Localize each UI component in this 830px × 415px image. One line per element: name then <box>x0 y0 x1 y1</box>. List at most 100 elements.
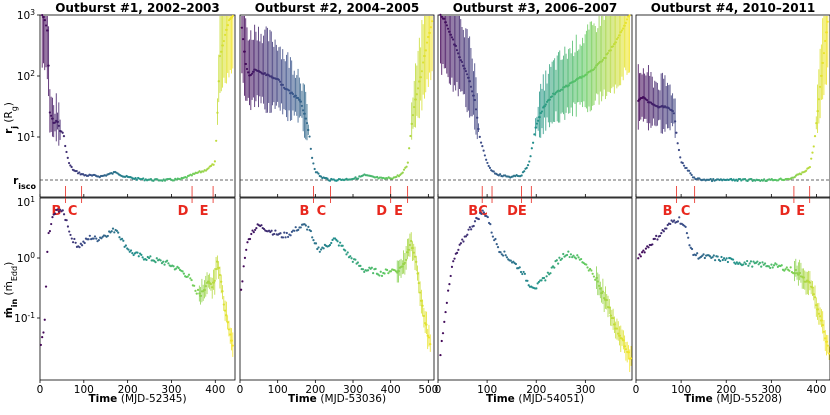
mdot-point <box>480 212 483 216</box>
mdot-point <box>574 257 578 260</box>
rj-point <box>317 172 320 175</box>
mdot-point <box>472 224 475 228</box>
x-tick-label: 500 <box>418 384 438 396</box>
mdot-point <box>73 237 76 241</box>
mdot-point <box>209 282 213 286</box>
rj-point <box>679 156 682 159</box>
rj-point <box>307 128 310 132</box>
panel-title: Outburst #4, 2010–2011 <box>651 1 816 15</box>
mdot-point <box>406 251 409 254</box>
mdot-point <box>427 336 431 339</box>
panel-title: Outburst #2, 2004–2005 <box>255 1 420 15</box>
rj-point <box>462 64 465 67</box>
mdot-point <box>281 236 285 239</box>
mdot-point <box>106 234 109 238</box>
rj-point <box>601 58 604 61</box>
event-label-E: E <box>394 204 403 219</box>
panel-title: Outburst #1, 2002–2003 <box>55 1 220 15</box>
rj-point <box>298 98 301 101</box>
mdot-point <box>242 265 245 268</box>
mdot-point <box>711 256 714 259</box>
rj-point <box>61 131 64 134</box>
rj-point <box>319 175 323 178</box>
mdot-point <box>499 251 502 254</box>
mdot-point <box>788 269 791 272</box>
rj-point <box>690 173 693 177</box>
mdot-point <box>241 280 244 283</box>
rj-point <box>215 139 218 142</box>
panel-3: Outburst #3, 2006–2007BCDE0100200300Time… <box>435 1 633 405</box>
mdot-point <box>336 240 339 243</box>
mdot-point <box>612 316 615 320</box>
mdot-point <box>613 323 616 326</box>
mdot-point <box>322 247 325 250</box>
x-axis-label: Time (MJD-55208) <box>684 393 782 405</box>
event-label-D: D <box>780 204 791 219</box>
mdot-point <box>339 241 342 244</box>
mdot-point <box>509 259 512 262</box>
rj-point <box>356 177 360 180</box>
rj-point <box>622 27 625 30</box>
mdot-point <box>66 225 70 228</box>
mdot-point <box>522 270 525 274</box>
rj-point <box>688 169 691 172</box>
mdot-point <box>651 243 654 246</box>
rj-point <box>805 169 808 172</box>
mdot-point <box>605 298 608 302</box>
mdot-point <box>527 284 530 287</box>
mdot-point <box>825 340 828 343</box>
mdot-point <box>752 260 755 263</box>
mdot-point <box>724 258 727 262</box>
rj-point <box>397 175 401 178</box>
mdot-point <box>770 263 773 266</box>
x-tick-label: 100 <box>268 384 288 396</box>
rj-point <box>56 120 59 123</box>
x-axis-label: Time (MJD-52345) <box>88 393 186 405</box>
mdot-point <box>177 266 180 270</box>
rj-point <box>561 88 564 91</box>
mdot-point <box>587 269 590 272</box>
mdot-point <box>590 269 593 272</box>
mdot-point <box>230 339 233 342</box>
mdot-point <box>78 246 81 249</box>
rj-point <box>62 135 66 138</box>
mdot-point <box>190 278 193 282</box>
rj-point <box>225 28 228 31</box>
mdot-point <box>794 268 797 272</box>
rj-point <box>824 39 827 43</box>
mdot-point <box>48 230 51 233</box>
rj-point <box>290 91 293 94</box>
mdot-point <box>644 247 648 250</box>
mdot-point <box>816 308 819 311</box>
mdot-point <box>542 276 546 280</box>
mdot-point <box>166 259 169 262</box>
rj-point <box>230 16 233 19</box>
rj-point <box>66 156 69 159</box>
mdot-point <box>284 236 287 239</box>
rj-point <box>499 173 502 176</box>
rj-point <box>472 94 475 97</box>
mdot-point <box>798 271 801 275</box>
rj-point <box>468 80 471 83</box>
mdot-point <box>251 229 254 232</box>
rj-point <box>481 144 484 148</box>
mdot-point <box>95 237 98 240</box>
rj-point <box>312 162 315 165</box>
mdot-point <box>545 275 548 278</box>
mdot-point <box>412 251 415 254</box>
mdot-point <box>344 249 347 252</box>
mdot-point <box>317 246 320 249</box>
mdot-point <box>526 279 529 282</box>
rj-point <box>812 145 815 148</box>
mdot-point <box>721 258 724 262</box>
mdot-point <box>716 255 719 258</box>
panel-2: Outburst #2, 2004–2005 B C D E 0 100 200 300 400 5… <box>237 1 439 405</box>
mdot-point <box>685 232 689 235</box>
mdot-point <box>309 229 313 233</box>
mdot-point <box>489 223 492 226</box>
rj-point <box>580 76 583 79</box>
mdot-point <box>642 249 645 252</box>
mdot-point <box>307 225 310 228</box>
event-label-E: E <box>518 204 527 219</box>
mdot-point <box>370 266 373 269</box>
